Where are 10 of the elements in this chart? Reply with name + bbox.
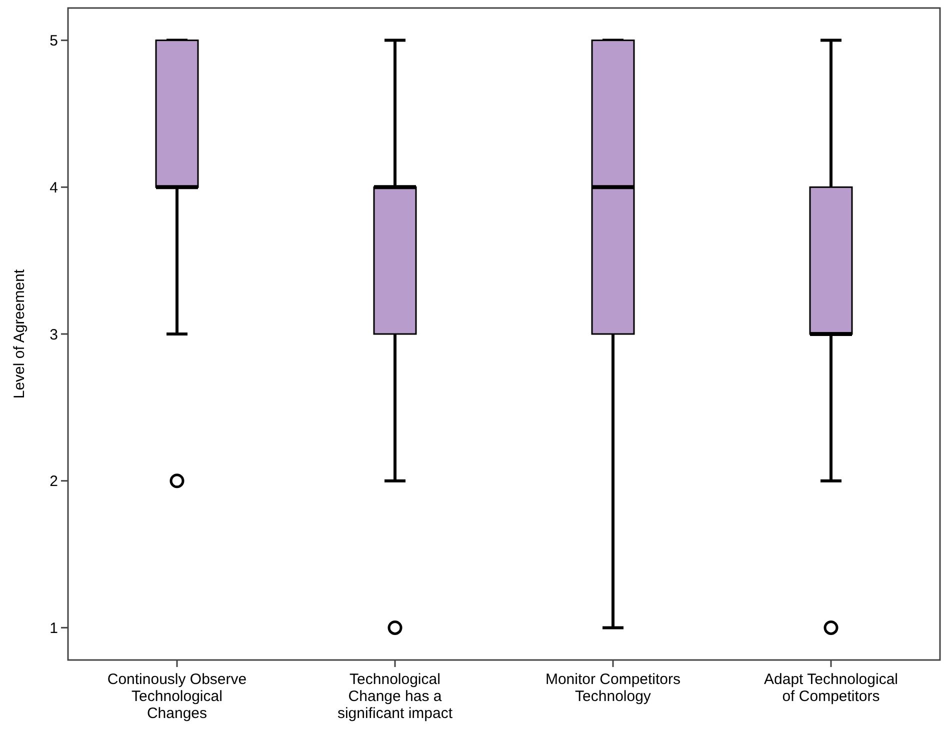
y-tick-label: 1 [50,620,58,637]
x-tick-label: Adapt Technological of Competitors [764,671,898,705]
y-axis-title: Level of Agreement [11,268,28,399]
x-tick-label: Continously Observe Technological Changes [107,671,247,722]
y-tick-label: 5 [50,32,58,50]
y-tick-label: 2 [50,473,58,490]
y-tick-label: 4 [50,179,58,196]
y-tick-label: 3 [50,326,58,344]
x-tick-label: Technological Change has a significant impact [337,671,454,722]
x-tick-label: Monitor Competitors Technology [545,671,681,705]
